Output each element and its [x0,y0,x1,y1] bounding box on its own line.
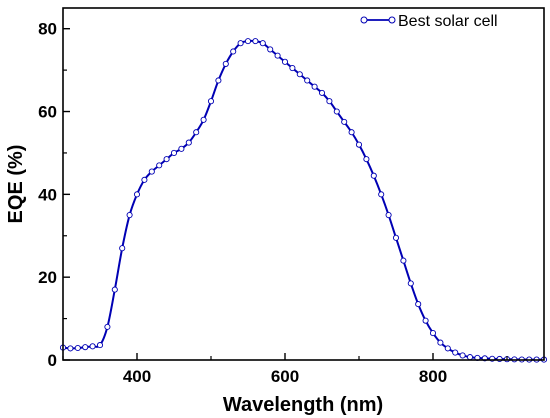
data-point [296,71,303,78]
x-tick-label: 600 [271,367,299,386]
data-point [385,212,392,219]
data-point [341,118,348,125]
data-point [311,83,318,90]
data-point [119,245,126,252]
data-point [466,354,474,361]
data-point [170,149,178,156]
data-point [378,191,385,198]
data-point [392,234,400,241]
data-point [274,52,281,59]
data-point [459,352,466,359]
data-point [304,77,311,84]
y-axis-title: EQE (%) [5,145,27,224]
data-point [326,98,333,105]
plot-frame [62,7,545,361]
data-point [422,317,429,324]
y-tick-label: 0 [48,351,57,370]
legend-label: Best solar cell [398,13,498,30]
data-point [363,156,370,163]
data-point [207,98,215,105]
data-point [82,344,89,351]
data-point [400,257,407,264]
data-point [156,162,163,169]
data-point [348,129,355,136]
data-point [237,40,244,47]
data-point [289,64,296,72]
data-point [200,116,207,123]
data-point [259,40,266,47]
data-point [141,176,148,183]
data-point [407,280,414,287]
data-point [193,129,200,136]
y-tick-label: 20 [38,268,57,287]
data-point [244,38,252,45]
y-tick-label: 40 [38,185,57,204]
y-tick-label: 80 [38,20,57,39]
data-point [230,48,237,55]
legend-marker-right [388,16,396,24]
data-point [437,339,444,346]
x-axis-title: Wavelength (nm) [223,394,383,416]
data-point [355,141,363,148]
data-point [415,301,422,308]
data-point [267,46,274,53]
data-point [148,168,155,175]
series-layer [59,38,548,363]
data-point [89,343,96,350]
data-point [133,191,141,198]
data-point [126,212,133,219]
data-point [74,344,81,352]
data-point [429,330,437,337]
data-point [67,345,74,352]
data-point [111,286,118,293]
data-point [222,60,229,67]
legend-marker-left [360,16,368,24]
data-point [318,89,326,96]
data-point [96,342,104,349]
data-point [444,345,451,352]
legend: Best solar cell [360,13,498,30]
data-point [178,145,185,152]
data-point [185,139,192,146]
x-tick-label: 400 [123,367,151,386]
x-tick-label: 800 [419,367,447,386]
series-line [62,39,544,361]
data-point [252,38,259,45]
data-point [104,323,111,330]
data-point [333,108,340,115]
data-point [281,58,289,65]
data-point [215,77,222,84]
data-point [163,156,170,163]
y-tick-label: 60 [38,103,57,122]
ticks-layer: 400 600 800 0 20 40 60 80 [38,20,508,386]
data-point [370,172,377,179]
data-point [452,349,459,356]
